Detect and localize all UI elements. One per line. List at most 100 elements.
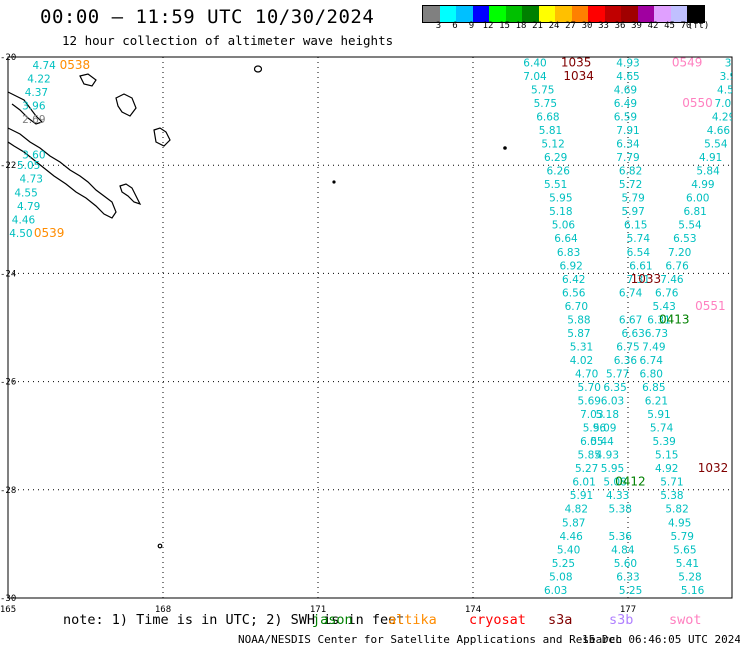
- swh-value: 4.70: [575, 368, 598, 380]
- scale-swatch: [489, 6, 506, 22]
- swh-value: 4.52: [717, 84, 740, 96]
- grande-terre-coast: [8, 127, 117, 219]
- swh-value: 5.82: [665, 504, 688, 516]
- scale-label: 24: [548, 21, 560, 31]
- scale-label: 70: [680, 21, 692, 31]
- swh-value: 6.70: [565, 301, 588, 313]
- y-tick-label: -26: [0, 378, 16, 388]
- swh-value: 6.63: [621, 328, 644, 340]
- swh-value: 5.31: [570, 341, 593, 353]
- x-tick-label: 165: [0, 605, 16, 615]
- swh-value: 5.74: [627, 233, 651, 245]
- swh-value: 6.64: [554, 233, 578, 245]
- swh-value: 5.08: [603, 477, 626, 489]
- swh-value: 5.71: [660, 477, 683, 489]
- swh-value: 6.15: [624, 220, 647, 232]
- swh-value: 5.70: [578, 382, 601, 394]
- swh-value: 6.40: [523, 57, 546, 69]
- swh-value: 6.61: [629, 260, 652, 272]
- swh-value: 6.26: [547, 166, 571, 178]
- scale-swatch: [522, 6, 539, 22]
- swh-value: 5.95: [601, 463, 624, 475]
- swh-value: 7.20: [668, 247, 691, 259]
- swh-value: 5.43: [652, 301, 675, 313]
- swh-value: 7.05: [714, 98, 737, 110]
- swh-value: 5.36: [609, 531, 633, 543]
- satellite-legend: jason altika cryosat s3a s3b swot: [0, 612, 740, 628]
- scale-swatch: [505, 6, 522, 22]
- islet-coast: [8, 91, 44, 125]
- y-tick-label: -22: [0, 161, 16, 171]
- swh-value: 3.60: [22, 149, 45, 161]
- swh-value: 5.91: [647, 409, 670, 421]
- scale-swatch: [456, 6, 473, 22]
- time-label: 1035: [561, 55, 592, 69]
- swh-value: 5.28: [678, 571, 701, 583]
- mare-coast: [153, 127, 171, 147]
- scale-swatch: [604, 6, 621, 22]
- page-subtitle: 12 hour collection of altimeter wave hei…: [62, 33, 394, 48]
- credit-text: NOAA/NESDIS Center for Satellite Applica…: [238, 633, 623, 646]
- swh-value: 6.42: [562, 274, 585, 286]
- swh-value: 4.29: [712, 112, 735, 124]
- swh-value: 6.59: [614, 112, 637, 124]
- swh-value: 4.74: [32, 60, 56, 72]
- scale-swatch: [571, 6, 588, 22]
- scale-label: 18: [515, 21, 527, 31]
- swh-value: 7.04: [523, 71, 547, 83]
- swh-value: 4.93: [596, 450, 619, 462]
- swh-value: 4.46: [12, 214, 36, 226]
- legend-swot: swot: [669, 612, 702, 628]
- swh-value: 5.54: [704, 139, 728, 151]
- swh-value: 7.46: [660, 274, 684, 286]
- swh-value: 4.82: [565, 504, 588, 516]
- swh-value: 6.31: [647, 314, 670, 326]
- time-label: 0412: [615, 475, 646, 489]
- swh-value: 5.09: [593, 423, 616, 435]
- swh-value: 6.35: [603, 382, 626, 394]
- scale-label: 21: [532, 21, 543, 31]
- swh-value: 7.49: [642, 341, 665, 353]
- lifou-coast: [115, 93, 137, 117]
- color-scale-bar: [422, 5, 705, 23]
- scale-label: 6: [452, 21, 458, 31]
- swh-value: 4.37: [25, 87, 48, 99]
- time-label: 0538: [60, 58, 91, 72]
- swh-value: 4.50: [9, 228, 32, 240]
- swh-value: 5.96: [583, 423, 607, 435]
- swh-value: 5.51: [544, 179, 567, 191]
- scale-swatch: [538, 6, 555, 22]
- y-tick-label: -20: [0, 53, 16, 63]
- time-label: 0539: [34, 226, 65, 240]
- swh-value: 5.39: [652, 436, 675, 448]
- scale-label: 36: [614, 21, 626, 31]
- swh-value: 4.93: [616, 57, 639, 69]
- swh-value: 5.18: [549, 206, 572, 218]
- swh-value: 5.74: [650, 423, 674, 435]
- swh-value: 5.32: [683, 598, 706, 610]
- swh-value: 5.12: [541, 139, 564, 151]
- swh-value: 5.72: [619, 179, 642, 191]
- swh-value: 3.96: [725, 57, 740, 69]
- swh-value: 5.75: [531, 84, 554, 96]
- scale-swatch: [423, 6, 440, 22]
- legend-altika: altika: [388, 612, 437, 628]
- scale-label: 33: [598, 21, 609, 31]
- swh-value: 4.02: [570, 355, 593, 367]
- time-label: 04: [734, 150, 740, 164]
- time-label: 1032: [698, 461, 729, 475]
- legend-s3b: s3b: [609, 612, 634, 628]
- swh-value: 5.05: [17, 160, 40, 172]
- swh-value: 7.03: [580, 409, 603, 421]
- swh-value: 4.99: [691, 179, 714, 191]
- swh-value: 5.75: [534, 98, 557, 110]
- swh-value: 4.33: [606, 490, 629, 502]
- swh-value: 5.16: [681, 585, 705, 597]
- scale-label: (ft): [687, 21, 710, 31]
- swh-value: 5.27: [575, 463, 598, 475]
- time-label: 0551: [695, 299, 726, 313]
- swh-value: 5.81: [539, 125, 562, 137]
- swh-value: 6.03: [601, 396, 624, 408]
- scale-label: 12: [482, 21, 494, 31]
